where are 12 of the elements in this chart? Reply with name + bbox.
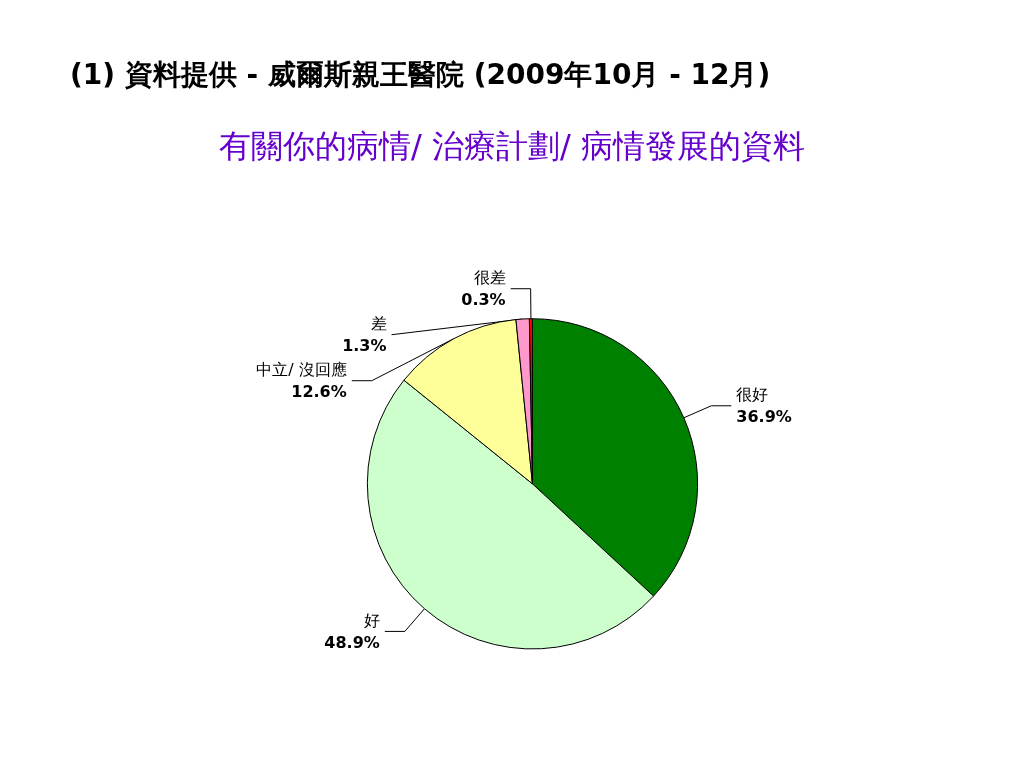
data-label: 36.9% [736,407,792,427]
slice-label: 好 [363,610,380,630]
slice-label: 很好 [736,385,769,405]
slice-label: 中立/ 沒回應 [256,360,347,380]
chart-title: (1) 資料提供 - 威爾斯親王醫院 (2009年10月 - 12月) [70,57,771,91]
chart-subtitle: 有關你的病情/ 治療計劃/ 病情發展的資料 [219,127,805,165]
slice-label: 差 [370,314,387,334]
data-label: 48.9% [324,632,380,652]
data-label: 0.3% [461,290,506,310]
data-label: 12.6% [291,382,347,402]
data-label: 1.3% [342,336,387,356]
slice-label: 很差 [473,268,506,288]
